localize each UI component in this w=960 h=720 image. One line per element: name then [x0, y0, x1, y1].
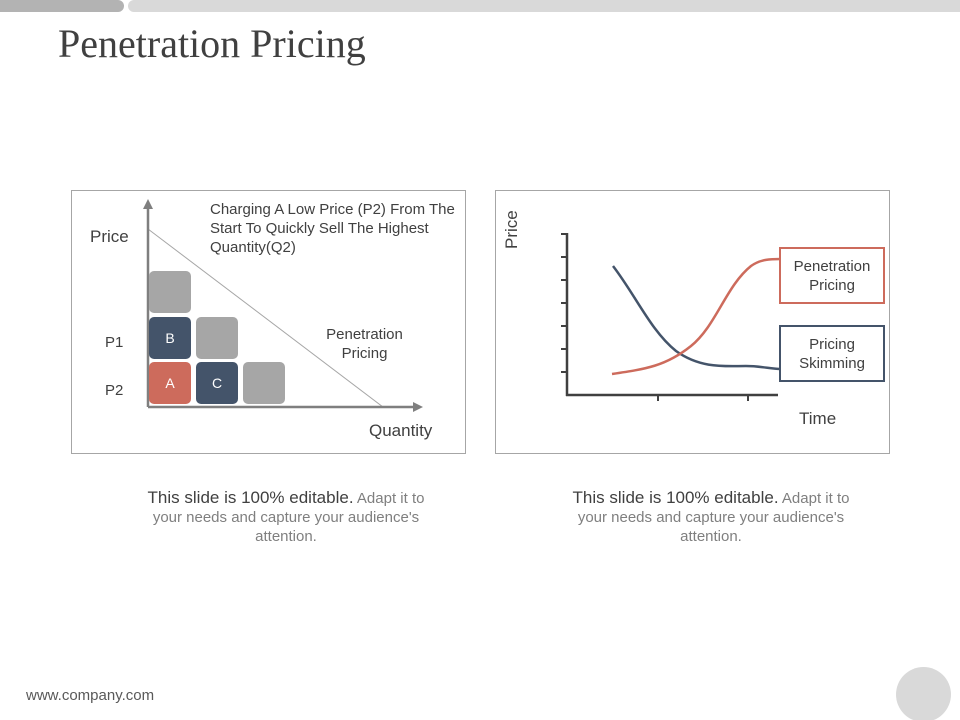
time-axis-label: Time [799, 409, 837, 428]
quantity-axis-label: Quantity [369, 421, 433, 440]
top-bar-left [0, 0, 124, 12]
penetration-diagram-panel: Charging A Low Price (P2) From The Start… [71, 190, 466, 454]
square-b: B [149, 317, 191, 359]
grey-square [149, 271, 191, 313]
penetration-region-label: Penetration Pricing [326, 326, 403, 362]
p2-label: P2 [105, 382, 124, 399]
right-caption: This slide is 100% editable. Adapt it to… [572, 488, 850, 545]
x-ticks [657, 395, 749, 401]
chart-price-label: Price [502, 210, 521, 249]
demand-line [147, 228, 384, 408]
skimming-curve [612, 265, 781, 371]
footer-url: www.company.com [26, 687, 155, 704]
top-bar-right [128, 0, 960, 12]
penetration-pricing-label-box: Penetration Pricing [779, 247, 885, 304]
corner-circle [896, 667, 951, 720]
price-time-chart [561, 233, 782, 401]
p1-label: P1 [105, 334, 124, 351]
penetration-diagram-axes [143, 199, 423, 412]
y-ticks [561, 233, 567, 373]
grey-square [196, 317, 238, 359]
slide-title: Penetration Pricing [58, 21, 366, 66]
pricing-skimming-label-box: Pricing Skimming [779, 325, 885, 382]
square-a: A [149, 362, 191, 404]
left-caption: This slide is 100% editable. Adapt it to… [147, 488, 425, 545]
penetration-curve [611, 257, 782, 376]
diagram-description: Charging A Low Price (P2) From The Start… [210, 201, 455, 256]
y-axis-arrow [143, 199, 153, 209]
price-axis-label: Price [90, 227, 129, 246]
price-time-chart-panel: Price Time Penetration Pricing Pricing S… [495, 190, 890, 454]
square-c: C [196, 362, 238, 404]
x-axis-arrow [413, 402, 423, 412]
grey-square [243, 362, 285, 404]
